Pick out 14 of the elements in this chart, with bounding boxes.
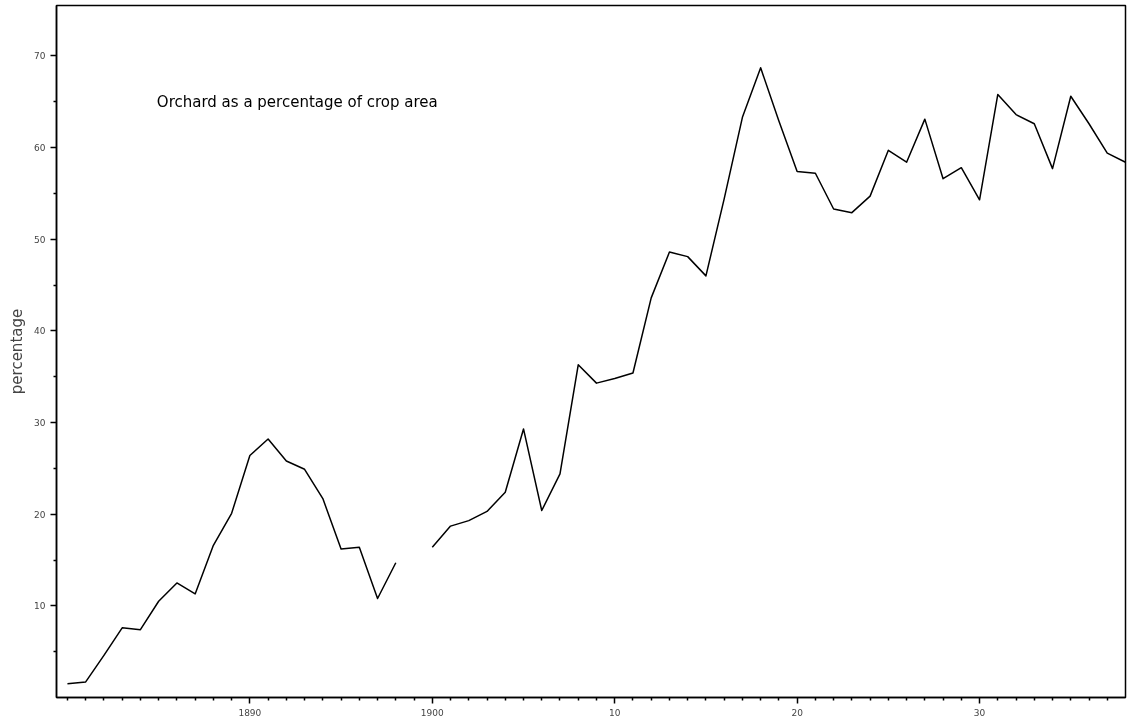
y-axis-title: percentage [8,308,27,395]
y-tick-label: 40 [34,326,46,337]
x-tick-label: 1890 [238,707,262,718]
y-tick-label: 70 [34,51,46,62]
text: Orchard as a percentage of crop area [156,92,438,111]
y-tick-label: 50 [34,234,46,245]
y-tick-label: 20 [34,509,46,520]
y-tick-label: 30 [34,418,46,429]
x-tick-label: 30 [973,707,986,718]
x-tick-label: 20 [791,707,804,718]
y-tick-label: 10 [34,601,46,612]
y-tick-label: 60 [34,143,46,154]
x-tick-label: 1900 [420,707,445,718]
x-tick-label: 10 [608,707,621,718]
